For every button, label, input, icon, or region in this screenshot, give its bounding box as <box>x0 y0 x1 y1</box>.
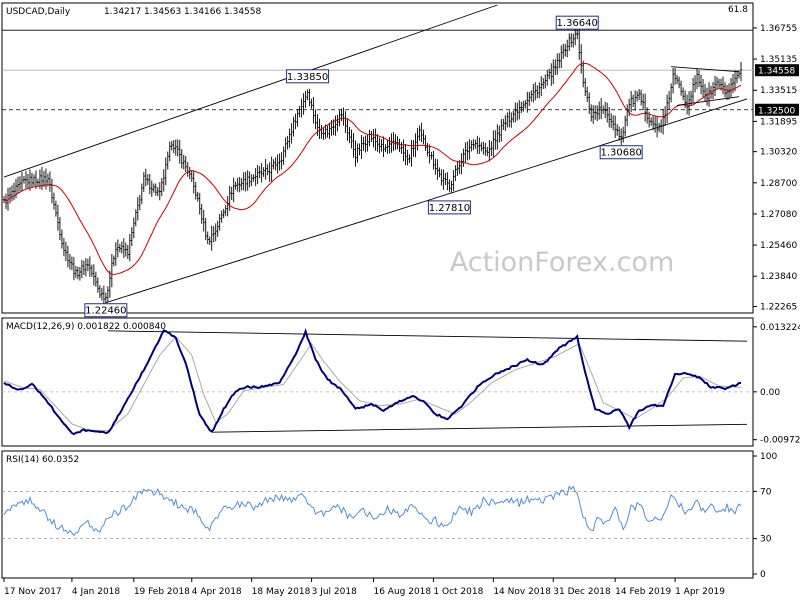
current-price-label: 1.34558 <box>758 67 795 77</box>
price-axis-label: 1.25460 <box>760 241 797 251</box>
level-label: 1.32500 <box>758 106 795 116</box>
date-axis-label: 4 Apr 2018 <box>192 587 242 597</box>
macd-line <box>3 327 741 436</box>
price-high-value: 1.34563 <box>144 7 181 17</box>
price-axis-label: 1.23840 <box>760 272 797 282</box>
triangle-line-0 <box>671 66 740 73</box>
macd-plot-area <box>2 327 753 436</box>
price-axis-label: 1.36755 <box>760 24 797 34</box>
macd-axis-label: 0.00 <box>760 388 780 398</box>
rsi-axis-label: 30 <box>760 535 772 545</box>
annotation-box <box>599 145 643 160</box>
date-axis-label: 14 Nov 2018 <box>493 587 551 597</box>
date-axis-label: 14 Feb 2019 <box>615 587 671 597</box>
axes: 1.36755 1.35135 1.33515 1.31895 1.30320 1.287… <box>3 24 800 597</box>
moving-average-line <box>3 63 742 275</box>
annotation-box <box>286 69 330 84</box>
price-axis-label: 1.22265 <box>760 302 797 312</box>
price-axis-label: 1.33515 <box>760 86 797 96</box>
rsi-plot-area <box>2 485 753 539</box>
annotation-label: 1.30680 <box>600 148 641 159</box>
price-plot-area: 1.36640 1.33850 1.30680 1.27810 1.22460 <box>2 4 753 318</box>
rsi-axis-label: 0 <box>760 570 766 580</box>
annotation-label: 1.22460 <box>85 306 126 317</box>
rsi-pane-frame <box>1 450 754 579</box>
price-annotation: 1.36640 <box>555 15 599 30</box>
date-axis-label: 16 Aug 2018 <box>373 587 431 597</box>
price-axis-label: 1.35135 <box>760 55 797 65</box>
date-axis-label: 4 Jan 2018 <box>72 587 120 597</box>
price-low-value: 1.34166 <box>184 7 221 17</box>
price-annotation: 1.22460 <box>84 303 128 318</box>
price-bars <box>2 26 743 307</box>
level-tag <box>755 103 799 116</box>
macd-title: MACD(12,26,9) 0.001822 0.000840 <box>6 322 166 332</box>
annotation-label: 1.33850 <box>287 72 328 83</box>
price-axis-label: 1.27080 <box>760 210 797 220</box>
date-axis-label: 17 Nov 2017 <box>4 587 62 597</box>
annotation-box <box>427 200 471 215</box>
date-axis-label: 1 Oct 2018 <box>433 587 483 597</box>
price-axis-label: 1.30320 <box>760 148 797 158</box>
price-annotation: 1.27810 <box>427 200 471 215</box>
rsi-axis-label: 100 <box>760 452 777 462</box>
current-price-tag <box>755 64 799 77</box>
price-axis-label: 1.31895 <box>760 117 797 127</box>
rsi-title: RSI(14) 60.0352 <box>6 455 79 465</box>
date-axis-label: 18 May 2018 <box>252 587 311 597</box>
date-axis-label: 19 Feb 2018 <box>134 587 190 597</box>
price-close-value: 1.34558 <box>224 7 261 17</box>
channel-line-1 <box>105 98 748 304</box>
price-annotation: 1.30680 <box>599 145 643 160</box>
channel-line-0 <box>3 4 498 178</box>
annotation-label: 1.27810 <box>429 203 470 214</box>
date-axis-label: 3 Jul 2018 <box>312 587 357 597</box>
fib-level-label: 61.8 <box>728 5 748 15</box>
macd-trend-line-1 <box>211 423 747 433</box>
price-annotation: 1.33850 <box>286 69 330 84</box>
macd-axis-label: 0.013224 <box>760 323 800 333</box>
macd-trend-line-0 <box>107 330 747 342</box>
macd-pane-frame <box>1 317 754 447</box>
date-axis-label: 31 Dec 2018 <box>553 587 611 597</box>
watermark: ActionForex.com <box>450 247 675 278</box>
triangle-line-1 <box>677 96 740 106</box>
price-chart-title: USDCAD,Daily <box>6 7 71 17</box>
rsi-axis-label: 70 <box>760 487 772 497</box>
price-open-value: 1.34217 <box>104 7 141 17</box>
annotation-label: 1.36640 <box>557 18 598 29</box>
annotation-box <box>84 303 128 318</box>
annotation-box <box>555 15 599 30</box>
rsi-line <box>3 485 742 537</box>
date-axis-label: 1 Apr 2019 <box>675 587 725 597</box>
price-axis-label: 1.28700 <box>760 179 797 189</box>
